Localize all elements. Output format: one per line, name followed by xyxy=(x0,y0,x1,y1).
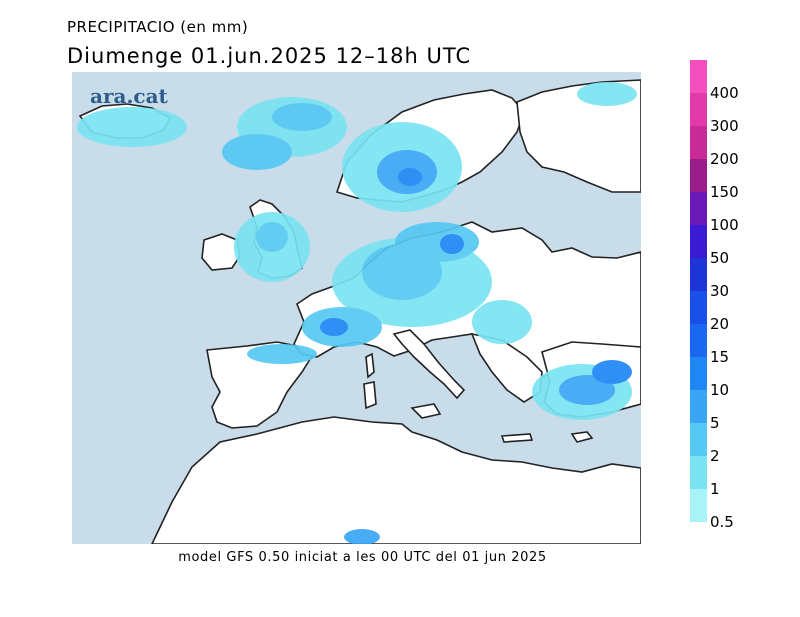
precip-norwegian-sea xyxy=(222,134,292,170)
legend-label: 1 xyxy=(710,480,720,498)
legend-swatch xyxy=(690,60,707,93)
precip-iberia-north xyxy=(247,344,317,364)
precipitation-areas xyxy=(77,82,637,544)
legend-swatch xyxy=(690,291,707,324)
legend-swatch xyxy=(690,159,707,192)
legend-swatch xyxy=(690,192,707,225)
legend-swatch xyxy=(690,258,707,291)
precip-germany xyxy=(395,222,479,262)
precip-alps-core xyxy=(320,318,348,336)
cyprus-land xyxy=(570,431,594,443)
crete-land xyxy=(500,433,534,443)
brand-logo: ara.cat xyxy=(90,84,168,108)
legend-swatch xyxy=(690,390,707,423)
legend-label: 150 xyxy=(710,183,739,201)
precip-balkans xyxy=(472,300,532,344)
legend-label: 15 xyxy=(710,348,730,366)
model-info: model GFS 0.50 iniciat a les 00 UTC del … xyxy=(178,550,547,565)
precip-britain-core xyxy=(256,222,288,252)
legend-swatch xyxy=(690,423,707,456)
legend-swatch xyxy=(690,357,707,390)
legend-label: 300 xyxy=(710,117,739,135)
precip-iceland xyxy=(77,107,187,147)
precip-sahara-south xyxy=(344,529,380,544)
sardinia-land xyxy=(363,381,377,410)
italy-land xyxy=(392,329,466,400)
legend-label: 10 xyxy=(710,381,730,399)
precip-caucasus xyxy=(592,360,632,384)
precip-scandinavia-max xyxy=(398,168,422,186)
precip-germany-core xyxy=(440,234,464,254)
precipitation-legend xyxy=(690,60,707,522)
chart-title: PRECIPITACIO (en mm) xyxy=(67,18,249,36)
corsica-land xyxy=(365,352,375,379)
map-canvas xyxy=(77,79,641,544)
precip-anatolia-core xyxy=(559,375,615,405)
legend-swatch xyxy=(690,324,707,357)
legend-label: 400 xyxy=(710,84,739,102)
precipitation-map: ara.cat xyxy=(72,72,641,544)
legend-label: 20 xyxy=(710,315,730,333)
legend-swatch xyxy=(690,225,707,258)
legend-swatch xyxy=(690,456,707,489)
legend-label: 30 xyxy=(710,282,730,300)
legend-label: 2 xyxy=(710,447,720,465)
legend-swatch xyxy=(690,126,707,159)
legend-swatch xyxy=(690,489,707,522)
balkans-land xyxy=(470,332,543,403)
precip-north-atlantic-core xyxy=(272,103,332,131)
ireland-land xyxy=(201,233,241,271)
legend-label: 5 xyxy=(710,414,720,432)
forecast-period: Diumenge 01.jun.2025 12–18h UTC xyxy=(67,44,472,68)
legend-label: 50 xyxy=(710,249,730,267)
legend-label: 200 xyxy=(710,150,739,168)
sicily-land xyxy=(410,403,442,419)
legend-label: 100 xyxy=(710,216,739,234)
north-africa-land xyxy=(151,416,641,544)
finland-land xyxy=(516,79,641,193)
precip-russia-north xyxy=(577,82,637,106)
legend-label: 0.5 xyxy=(710,513,734,531)
legend-swatch xyxy=(690,93,707,126)
